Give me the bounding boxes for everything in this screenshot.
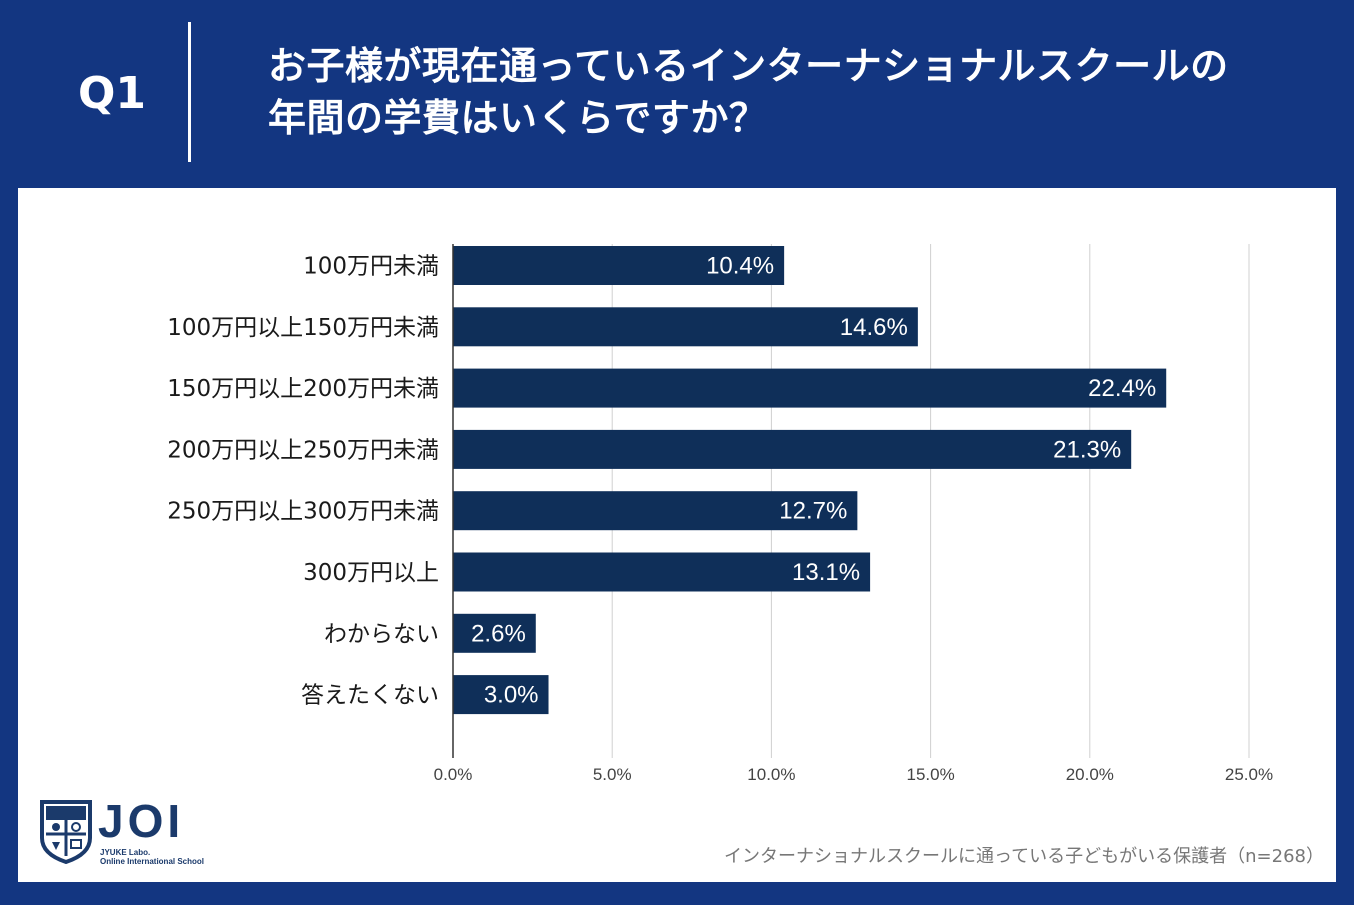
category-label: 100万円未満	[303, 254, 439, 280]
x-tick-label: 20.0%	[1066, 765, 1114, 784]
category-label: 200万円以上250万円未満	[167, 437, 439, 463]
bar	[453, 246, 785, 285]
data-label: 12.7%	[779, 498, 847, 525]
data-label: 3.0%	[484, 682, 539, 709]
logo-subtitle-2: Online International School	[100, 857, 205, 866]
bar	[453, 491, 858, 531]
bar	[453, 613, 536, 653]
category-label: 100万円以上150万円未満	[167, 315, 439, 341]
data-label: 14.6%	[840, 314, 908, 341]
joi-logo: JOI JYUKE Labo. Online International Sch…	[38, 795, 238, 868]
x-tick-label: 25.0%	[1225, 765, 1273, 784]
data-label: 13.1%	[792, 559, 860, 586]
logo-subtitle-1: JYUKE Labo.	[100, 848, 151, 857]
data-label: 2.6%	[471, 620, 526, 647]
x-tick-label: 15.0%	[906, 765, 954, 784]
category-label: 150万円以上200万円未満	[167, 376, 439, 402]
x-tick-label: 10.0%	[747, 765, 795, 784]
logo-wordmark: JOI	[98, 795, 185, 847]
data-label: 10.4%	[706, 253, 774, 280]
bar	[453, 552, 871, 592]
category-label: 250万円以上300万円未満	[167, 499, 439, 525]
bar	[453, 307, 918, 347]
chart-panel: 0.0% 5.0% 10.0% 15.0% 20.0% 25.0% 100万円未満 10.4%…	[18, 188, 1336, 882]
category-label: わからない	[324, 621, 439, 647]
data-label: 22.4%	[1088, 375, 1156, 402]
bar-chart: 0.0% 5.0% 10.0% 15.0% 20.0% 25.0% 100万円未満 10.4%…	[167, 244, 1273, 784]
school-crest-icon	[40, 800, 92, 865]
category-label: 答えたくない	[301, 683, 439, 709]
bar	[453, 429, 1132, 469]
x-tick-label: 0.0%	[434, 765, 473, 784]
sample-note: インターナショナルスクールに通っている子どもがいる保護者（n=268）	[724, 846, 1324, 867]
question-line-1: お子様が現在通っているインターナショナルスクールの	[268, 44, 1229, 88]
header-divider	[188, 22, 191, 162]
data-label: 21.3%	[1053, 436, 1121, 463]
bar	[453, 675, 549, 715]
question-line-2: 年間の学費はいくらですか？	[268, 96, 768, 140]
x-tick-label: 5.0%	[593, 765, 632, 784]
header: Q1 お子様が現在通っているインターナショナルスクールの 年間の学費はいくらです…	[0, 0, 1354, 188]
category-label: 300万円以上	[303, 560, 439, 586]
question-number: Q1	[78, 68, 147, 119]
question-title: お子様が現在通っているインターナショナルスクールの 年間の学費はいくらですか？	[268, 40, 1328, 144]
bar	[453, 368, 1167, 408]
